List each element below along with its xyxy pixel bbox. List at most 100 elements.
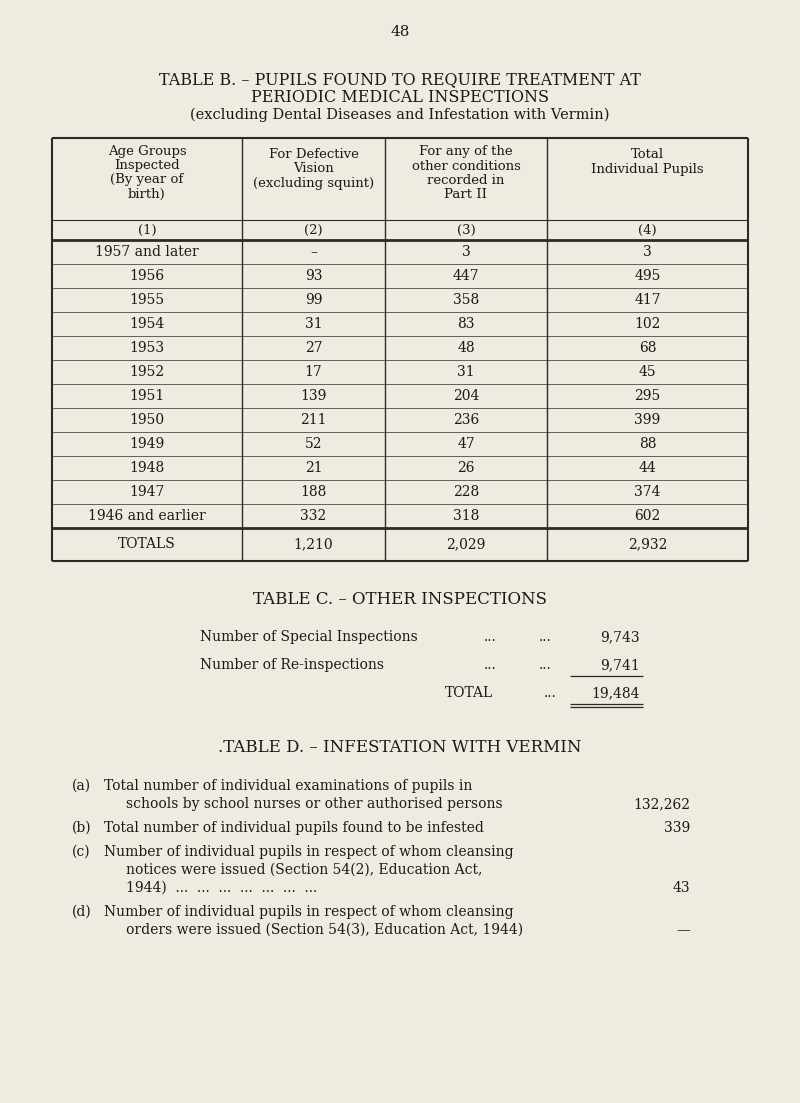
Text: (4): (4) [638, 224, 657, 236]
Text: 204: 204 [453, 389, 479, 403]
Text: 48: 48 [457, 341, 475, 355]
Text: 358: 358 [453, 293, 479, 307]
Text: –: – [310, 245, 317, 259]
Text: ...: ... [544, 686, 556, 700]
Text: For Defective: For Defective [269, 149, 358, 161]
Text: (b): (b) [72, 821, 92, 835]
Text: Number of Special Inspections: Number of Special Inspections [200, 630, 418, 644]
Text: 102: 102 [634, 317, 661, 331]
Text: .TABLE D. – INFESTATION WITH VERMIN: .TABLE D. – INFESTATION WITH VERMIN [218, 739, 582, 757]
Text: 68: 68 [638, 341, 656, 355]
Text: 27: 27 [305, 341, 322, 355]
Text: 99: 99 [305, 293, 322, 307]
Text: 2,029: 2,029 [446, 537, 486, 552]
Text: 47: 47 [457, 437, 475, 451]
Text: (3): (3) [457, 224, 475, 236]
Text: orders were issued (Section 54(3), Education Act, 1944): orders were issued (Section 54(3), Educa… [126, 923, 523, 938]
Text: 495: 495 [634, 269, 661, 283]
Text: 1954: 1954 [130, 317, 165, 331]
Text: 21: 21 [305, 461, 322, 475]
Text: 339: 339 [664, 821, 690, 835]
Text: 31: 31 [305, 317, 322, 331]
Text: birth): birth) [128, 188, 166, 201]
Text: 1952: 1952 [130, 365, 165, 379]
Text: Individual Pupils: Individual Pupils [591, 162, 704, 175]
Text: 318: 318 [453, 508, 479, 523]
Text: 3: 3 [462, 245, 470, 259]
Text: TOTALS: TOTALS [118, 537, 176, 552]
Text: 1944)  ...  ...  ...  ...  ...  ...  ...: 1944) ... ... ... ... ... ... ... [126, 881, 318, 895]
Text: Number of individual pupils in respect of whom cleansing: Number of individual pupils in respect o… [104, 904, 514, 919]
Text: (2): (2) [304, 224, 323, 236]
Text: (excluding Dental Diseases and Infestation with Vermin): (excluding Dental Diseases and Infestati… [190, 108, 610, 122]
Text: 45: 45 [638, 365, 656, 379]
Text: 17: 17 [305, 365, 322, 379]
Text: 9,743: 9,743 [600, 630, 640, 644]
Text: ...: ... [484, 630, 496, 644]
Text: 52: 52 [305, 437, 322, 451]
Text: recorded in: recorded in [427, 173, 505, 186]
Text: (c): (c) [72, 845, 90, 859]
Text: 26: 26 [458, 461, 474, 475]
Text: 211: 211 [300, 413, 326, 427]
Text: 93: 93 [305, 269, 322, 283]
Text: 1953: 1953 [130, 341, 165, 355]
Text: notices were issued (Section 54(2), Education Act,: notices were issued (Section 54(2), Educ… [126, 863, 482, 877]
Text: (d): (d) [72, 904, 92, 919]
Text: Total number of individual examinations of pupils in: Total number of individual examinations … [104, 779, 472, 793]
Text: (excluding squint): (excluding squint) [253, 176, 374, 190]
Text: 188: 188 [300, 485, 326, 499]
Text: (By year of: (By year of [110, 173, 184, 186]
Text: TABLE C. – OTHER INSPECTIONS: TABLE C. – OTHER INSPECTIONS [253, 590, 547, 608]
Text: 1,210: 1,210 [294, 537, 334, 552]
Text: 9,741: 9,741 [600, 658, 640, 672]
Text: Number of individual pupils in respect of whom cleansing: Number of individual pupils in respect o… [104, 845, 514, 859]
Text: 31: 31 [457, 365, 475, 379]
Text: 1950: 1950 [130, 413, 165, 427]
Text: 132,262: 132,262 [633, 797, 690, 811]
Text: PERIODIC MEDICAL INSPECTIONS: PERIODIC MEDICAL INSPECTIONS [251, 88, 549, 106]
Text: 1947: 1947 [130, 485, 165, 499]
Text: —: — [676, 923, 690, 938]
Text: Age Groups: Age Groups [108, 146, 186, 159]
Text: Inspected: Inspected [114, 160, 180, 172]
Text: 3: 3 [643, 245, 652, 259]
Text: Total number of individual pupils found to be infested: Total number of individual pupils found … [104, 821, 484, 835]
Text: (1): (1) [138, 224, 156, 236]
Text: TOTAL: TOTAL [445, 686, 494, 700]
Text: 19,484: 19,484 [591, 686, 640, 700]
Text: schools by school nurses or other authorised persons: schools by school nurses or other author… [126, 797, 502, 811]
Text: TABLE B. – PUPILS FOUND TO REQUIRE TREATMENT AT: TABLE B. – PUPILS FOUND TO REQUIRE TREAT… [159, 72, 641, 88]
Text: 374: 374 [634, 485, 661, 499]
Text: 236: 236 [453, 413, 479, 427]
Text: 1949: 1949 [130, 437, 165, 451]
Text: For any of the: For any of the [419, 146, 513, 159]
Text: 48: 48 [390, 25, 410, 39]
Text: other conditions: other conditions [411, 160, 521, 172]
Text: 1956: 1956 [130, 269, 165, 283]
Text: 1951: 1951 [130, 389, 165, 403]
Text: 447: 447 [453, 269, 479, 283]
Text: ...: ... [538, 630, 551, 644]
Text: 44: 44 [638, 461, 656, 475]
Text: 399: 399 [634, 413, 661, 427]
Text: (a): (a) [72, 779, 91, 793]
Text: 88: 88 [638, 437, 656, 451]
Text: Vision: Vision [293, 162, 334, 175]
Text: 1955: 1955 [130, 293, 165, 307]
Text: 1957 and later: 1957 and later [95, 245, 199, 259]
Text: 1946 and earlier: 1946 and earlier [88, 508, 206, 523]
Text: ...: ... [484, 658, 496, 672]
Text: 2,932: 2,932 [628, 537, 667, 552]
Text: 139: 139 [300, 389, 326, 403]
Text: 43: 43 [672, 881, 690, 895]
Text: Number of Re-inspections: Number of Re-inspections [200, 658, 384, 672]
Text: Total: Total [631, 149, 664, 161]
Text: 417: 417 [634, 293, 661, 307]
Text: Part II: Part II [445, 188, 487, 201]
Text: 228: 228 [453, 485, 479, 499]
Text: 295: 295 [634, 389, 661, 403]
Text: ...: ... [538, 658, 551, 672]
Text: 83: 83 [458, 317, 474, 331]
Text: 602: 602 [634, 508, 661, 523]
